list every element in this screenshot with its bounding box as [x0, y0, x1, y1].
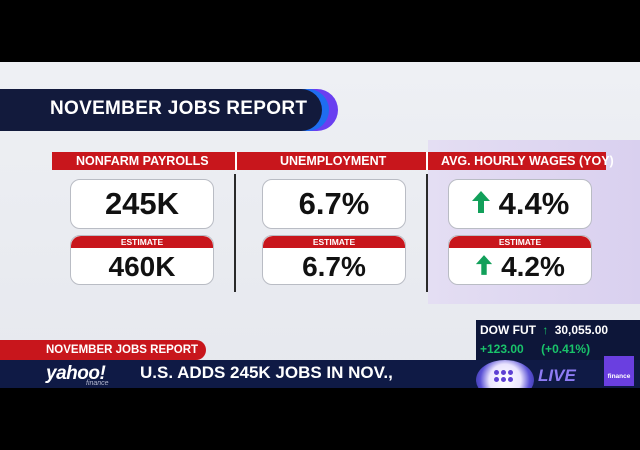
header-nonfarm-payrolls: NONFARM PAYROLLS [76, 154, 209, 168]
estimate-label: ESTIMATE [449, 236, 591, 248]
wages-actual-box: 4.4% [448, 179, 592, 229]
finance-badge: finance [604, 356, 634, 386]
up-arrow-icon: ↑ [542, 323, 549, 337]
nonfarm-actual-value: 245K [104, 186, 180, 221]
nonfarm-estimate-box: ESTIMATE 460K [70, 235, 214, 285]
estimate-label: ESTIMATE [263, 236, 405, 248]
wages-actual-value: 4.4% [498, 186, 570, 221]
wages-estimate-value: 4.2% [501, 251, 565, 282]
yahoo-logo: yahoo! [46, 363, 106, 384]
unemployment-actual-value: 6.7% [298, 186, 370, 221]
header-separator [235, 152, 237, 170]
estimate-label: ESTIMATE [71, 236, 213, 248]
column-header-bar-right [426, 152, 606, 170]
column-header-bar [52, 152, 426, 170]
market-ticker [476, 320, 640, 360]
dow-change-line: +123.00 (+0.41%) [480, 342, 590, 356]
segment-tag: NOVEMBER JOBS REPORT [0, 340, 206, 360]
unemployment-estimate-value: 6.7% [302, 251, 366, 282]
up-arrow-icon [471, 190, 491, 218]
page-title: NOVEMBER JOBS REPORT [50, 98, 308, 119]
dow-value: 30,055.00 [554, 323, 609, 337]
nonfarm-estimate-value: 460K [108, 251, 176, 282]
dot-grid-icon [494, 370, 518, 384]
header-hourly-wages: AVG. HOURLY WAGES (YOY) [441, 154, 614, 168]
header-unemployment: UNEMPLOYMENT [280, 154, 387, 168]
unemployment-actual-box: 6.7% [262, 179, 406, 229]
dow-change: +123.00 [480, 342, 524, 356]
column-divider [426, 174, 428, 292]
up-arrow-icon [475, 254, 493, 280]
column-divider [234, 174, 236, 292]
dow-label: DOW FUT [480, 323, 536, 337]
headline: U.S. ADDS 245K JOBS IN NOV., JOBLESS RAT… [140, 363, 399, 388]
header-separator [426, 152, 428, 170]
wages-estimate-row: 4.2% [449, 250, 591, 284]
wages-estimate-box: ESTIMATE 4.2% [448, 235, 592, 285]
title-bar [0, 89, 322, 131]
dow-change-pct: (+0.41%) [541, 342, 591, 356]
dow-futures-line: DOW FUT ↑ 30,055.00 [480, 323, 608, 337]
unemployment-estimate-box: ESTIMATE 6.7% [262, 235, 406, 285]
live-label: LIVE [538, 366, 576, 385]
yahoo-logo-sub: finance [86, 380, 109, 387]
broadcast-frame: NOVEMBER JOBS REPORT NONFARM PAYROLLS UN… [0, 62, 640, 388]
headline-container: U.S. ADDS 245K JOBS IN NOV., JOBLESS RAT… [140, 360, 470, 388]
nonfarm-actual-box: 245K [70, 179, 214, 229]
